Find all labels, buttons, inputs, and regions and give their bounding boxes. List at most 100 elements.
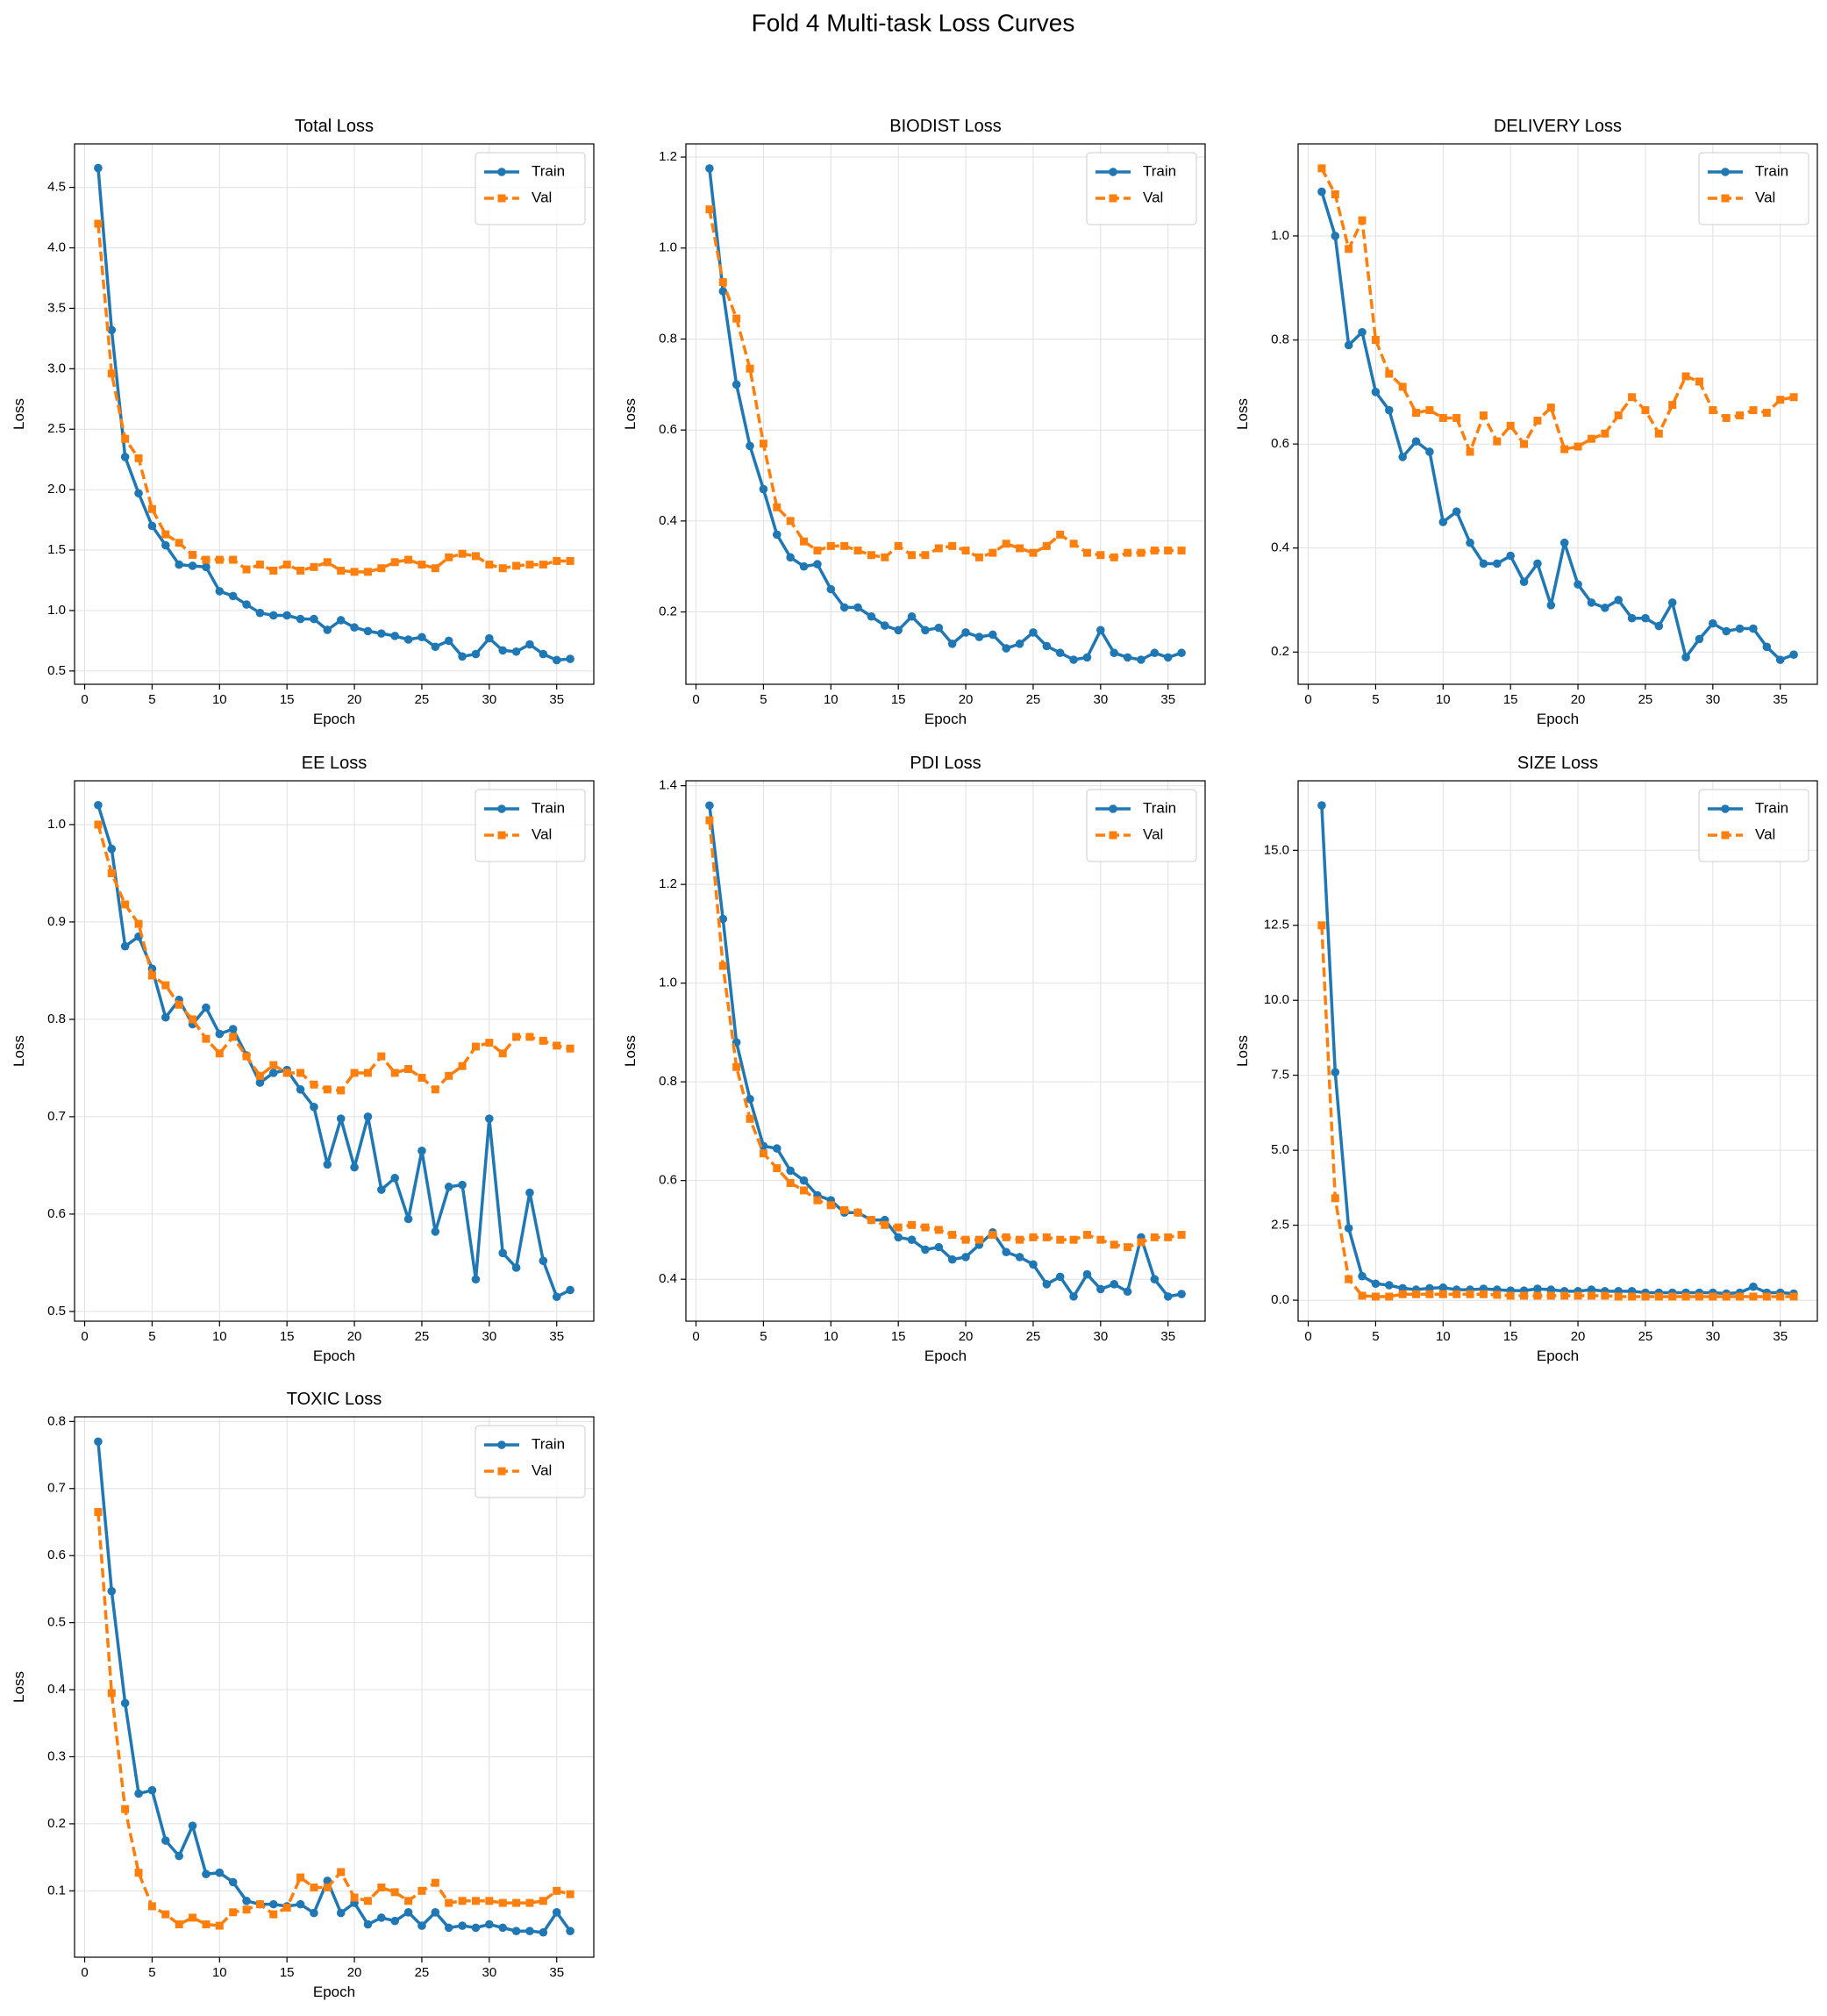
marker bbox=[1749, 406, 1758, 415]
marker bbox=[282, 611, 291, 620]
y-tick-label: 0.5 bbox=[47, 1615, 66, 1630]
marker bbox=[336, 1908, 346, 1918]
marker bbox=[921, 551, 930, 560]
marker bbox=[988, 1231, 997, 1240]
marker bbox=[471, 1923, 481, 1933]
marker bbox=[1385, 369, 1394, 378]
marker bbox=[417, 1921, 426, 1930]
plot-area bbox=[75, 144, 594, 684]
marker bbox=[404, 555, 413, 564]
marker bbox=[1722, 626, 1731, 636]
marker bbox=[1601, 1291, 1609, 1300]
marker bbox=[377, 629, 386, 638]
marker bbox=[134, 454, 143, 462]
marker bbox=[228, 1877, 238, 1887]
marker bbox=[746, 1114, 754, 1123]
marker bbox=[323, 1160, 332, 1169]
x-tick-label: 30 bbox=[1705, 1329, 1720, 1344]
marker bbox=[894, 626, 903, 635]
marker bbox=[485, 1897, 494, 1905]
x-tick-label: 5 bbox=[148, 1965, 155, 1980]
x-tick-label: 10 bbox=[1436, 1329, 1451, 1344]
legend-marker bbox=[1721, 168, 1730, 176]
marker bbox=[458, 652, 467, 661]
marker bbox=[1002, 540, 1010, 548]
marker bbox=[107, 325, 117, 335]
marker bbox=[1124, 548, 1132, 557]
marker bbox=[485, 561, 494, 569]
marker bbox=[215, 1921, 224, 1930]
y-tick-label: 0.7 bbox=[47, 1109, 66, 1124]
marker bbox=[511, 1263, 521, 1272]
marker bbox=[786, 1178, 795, 1187]
marker bbox=[705, 816, 714, 825]
marker bbox=[350, 1162, 359, 1172]
marker bbox=[269, 1910, 278, 1919]
marker bbox=[1358, 216, 1367, 225]
marker bbox=[1479, 411, 1488, 419]
marker bbox=[961, 1235, 970, 1244]
legend-box bbox=[475, 1425, 586, 1498]
marker bbox=[498, 646, 508, 655]
legend-marker bbox=[497, 831, 506, 840]
x-tick-label: 15 bbox=[280, 692, 295, 707]
marker bbox=[566, 1044, 575, 1053]
legend-label: Val bbox=[532, 1462, 552, 1478]
marker bbox=[1029, 548, 1038, 557]
marker bbox=[147, 521, 157, 531]
marker bbox=[310, 562, 318, 571]
marker bbox=[202, 1920, 211, 1929]
x-tick-label: 35 bbox=[1160, 1329, 1175, 1344]
y-tick-label: 0.6 bbox=[1271, 436, 1289, 451]
x-tick-label: 20 bbox=[347, 692, 362, 707]
plot-area bbox=[686, 781, 1205, 1321]
y-tick-label: 0.8 bbox=[659, 1074, 677, 1089]
marker bbox=[134, 489, 143, 498]
legend-label: Train bbox=[1755, 799, 1788, 816]
marker bbox=[539, 1036, 547, 1045]
marker bbox=[1641, 406, 1650, 415]
marker bbox=[974, 553, 983, 561]
x-tick-label: 5 bbox=[1372, 1329, 1379, 1344]
x-tick-label: 20 bbox=[959, 1329, 974, 1344]
marker bbox=[1002, 1247, 1010, 1257]
marker bbox=[1345, 1275, 1353, 1283]
marker bbox=[1042, 641, 1052, 651]
marker bbox=[934, 1226, 943, 1234]
x-tick-label: 5 bbox=[760, 1329, 767, 1344]
marker bbox=[1681, 653, 1690, 661]
legend-box bbox=[1698, 789, 1809, 862]
subplot-title: DELIVERY Loss bbox=[1494, 117, 1622, 136]
marker bbox=[242, 565, 251, 574]
x-axis-label: Epoch bbox=[313, 1348, 355, 1364]
subplot-title: BIODIST Loss bbox=[889, 117, 1001, 136]
marker bbox=[188, 1821, 197, 1831]
marker bbox=[799, 1176, 809, 1185]
marker bbox=[417, 633, 426, 642]
marker bbox=[553, 1041, 561, 1050]
marker bbox=[718, 914, 728, 924]
marker bbox=[1749, 624, 1758, 633]
marker bbox=[202, 555, 211, 564]
marker bbox=[1709, 1292, 1717, 1301]
marker bbox=[94, 1437, 103, 1447]
marker bbox=[147, 504, 156, 513]
legend-box bbox=[475, 152, 586, 225]
marker bbox=[1384, 405, 1394, 415]
marker bbox=[512, 561, 521, 570]
axes-frame bbox=[74, 780, 595, 1322]
y-tick-label: 10.0 bbox=[1264, 992, 1289, 1007]
marker bbox=[121, 900, 130, 909]
marker bbox=[934, 544, 943, 553]
y-tick-label: 0.4 bbox=[659, 1271, 677, 1286]
marker bbox=[1560, 445, 1569, 454]
marker bbox=[934, 1242, 944, 1252]
marker bbox=[1137, 548, 1145, 557]
marker bbox=[1762, 1292, 1771, 1301]
marker bbox=[147, 1785, 157, 1795]
y-tick-label: 0.2 bbox=[1271, 644, 1289, 659]
marker bbox=[867, 611, 876, 621]
marker bbox=[1137, 655, 1145, 664]
marker bbox=[961, 1253, 970, 1262]
x-tick-label: 25 bbox=[415, 1329, 430, 1344]
